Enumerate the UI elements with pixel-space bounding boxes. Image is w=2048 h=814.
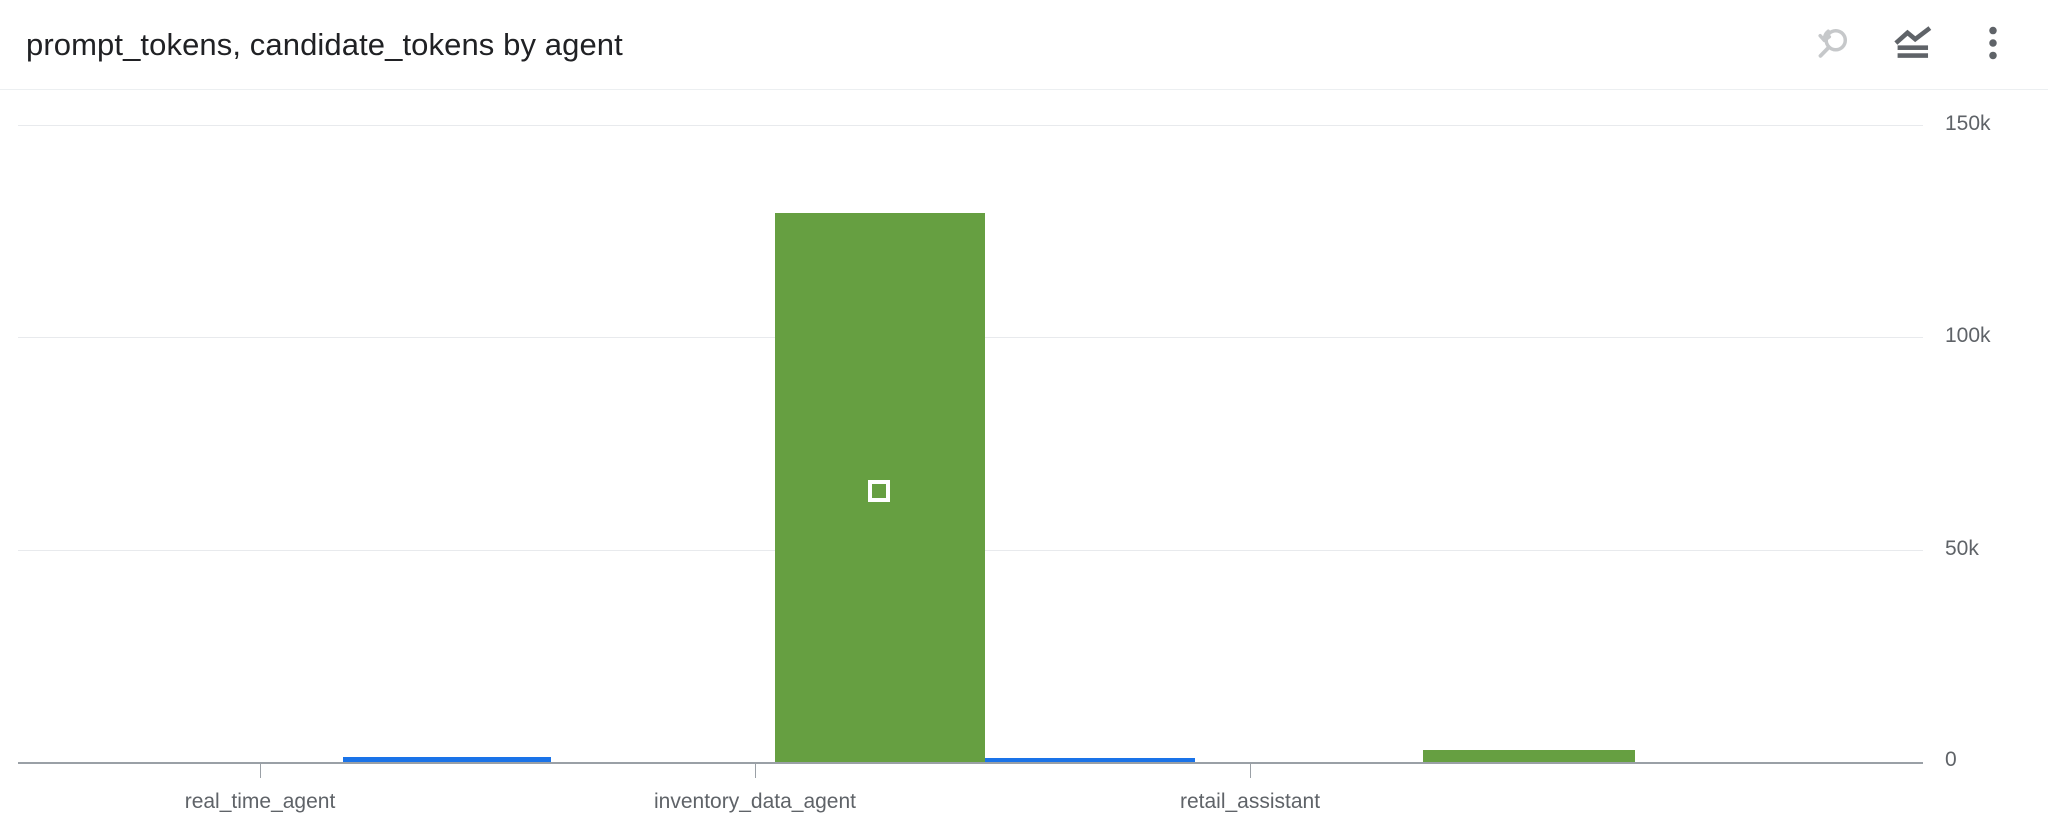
selected-point-marker[interactable] (868, 480, 890, 502)
x-axis-tick (260, 762, 261, 778)
x-axis-baseline: 0 (18, 748, 1957, 771)
bar-inventory_data_agent-candidate_tokens[interactable] (775, 213, 985, 762)
explore-chart-icon (1891, 21, 1935, 70)
plot-canvas[interactable]: 150k 100k 50k 0 real_time_agent inventory_dat… (0, 90, 2048, 813)
explore-chart-button[interactable] (1890, 22, 1936, 68)
reset-zoom-icon (1811, 21, 1855, 70)
x-axis-category-label: real_time_agent (184, 790, 336, 813)
chart-header: prompt_tokens, candidate_tokens by agent (0, 0, 2048, 90)
header-actions (1810, 22, 2024, 68)
y-axis-tick-label: 100k (1945, 324, 1991, 347)
x-axis-tick (1250, 762, 1251, 778)
reset-zoom-button[interactable] (1810, 22, 1856, 68)
y-axis-tick-label: 0 (1945, 748, 1957, 771)
bar-inventory_data_agent-prompt_tokens[interactable] (985, 758, 1195, 762)
more-options-button[interactable] (1970, 22, 2016, 68)
x-axis-tick (755, 762, 756, 778)
x-axis-category-label: inventory_data_agent (654, 790, 856, 813)
bar-retail_assistant-candidate_tokens[interactable] (1423, 750, 1635, 762)
chart-plot-area[interactable]: 150k 100k 50k 0 real_time_agent inventory_dat… (0, 90, 2048, 813)
page-title: prompt_tokens, candidate_tokens by agent (26, 27, 623, 62)
x-axis-category-label: retail_assistant (1179, 790, 1321, 813)
y-axis-tick-label: 150k (1945, 112, 1991, 135)
gridline: 150k (18, 112, 1991, 135)
y-axis-tick-label: 50k (1945, 537, 1979, 560)
bar-real_time_agent-prompt_tokens[interactable] (343, 757, 551, 762)
more-options-icon (1971, 21, 2015, 70)
